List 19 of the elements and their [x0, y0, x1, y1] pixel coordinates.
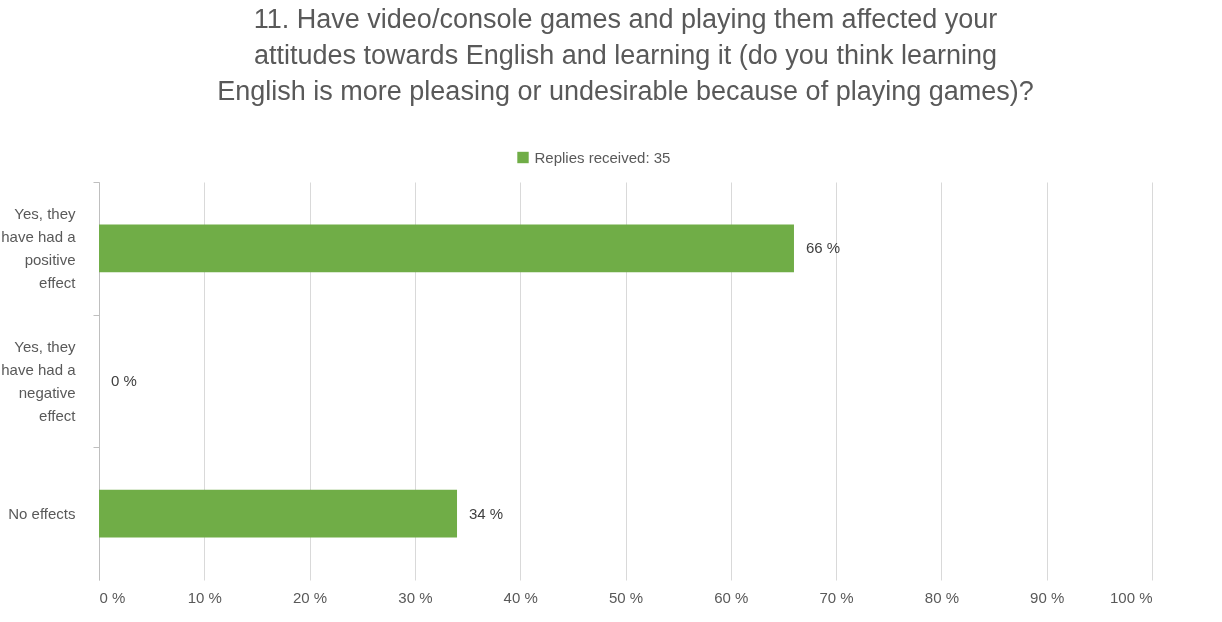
x-tick-label: 80 %: [924, 588, 959, 606]
data-label: 0 %: [111, 372, 137, 389]
y-tick-label: Yes, they have had a positive effect: [1, 205, 77, 292]
x-tick-label: 40 %: [503, 588, 538, 606]
x-tick-label: 60 %: [714, 588, 749, 606]
y-tick-label: No effects: [8, 505, 76, 523]
legend-label: Replies received: 35: [534, 148, 671, 166]
x-tick-label: 20 %: [293, 588, 328, 606]
x-tick-label: 100 %: [1109, 588, 1153, 606]
x-tick-label: 30 %: [398, 588, 433, 606]
chart-title: 11. Have video/console games and playing them affected your attitudes towards English and learning it (do you think learning English is more pleasing or undesirable because of playing games)?: [217, 4, 1034, 106]
x-tick-label: 10 %: [187, 588, 222, 606]
x-tick-label: 90 %: [1030, 588, 1065, 606]
y-tick-label: Yes, they have had a negative effect: [1, 338, 77, 424]
x-tick-label: 0 %: [99, 588, 126, 606]
x-tick-label: 70 %: [819, 588, 854, 606]
data-label: 34 %: [469, 504, 504, 522]
x-tick-label: 50 %: [608, 588, 644, 606]
data-label: 66 %: [805, 239, 841, 257]
